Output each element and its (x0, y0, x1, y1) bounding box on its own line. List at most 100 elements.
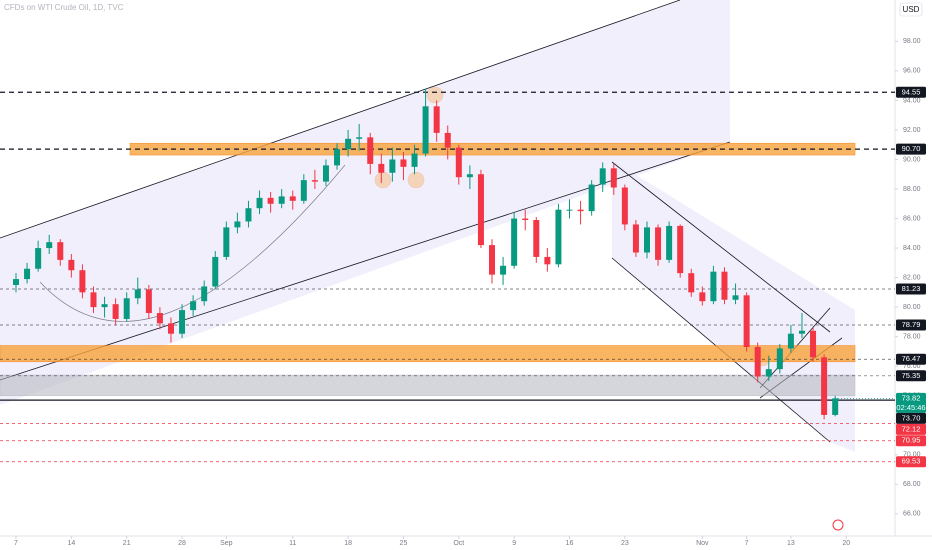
candle-body (655, 227, 662, 260)
candle-body (123, 298, 130, 319)
candle-body (57, 242, 64, 260)
candle-body (367, 137, 374, 164)
candle-body (732, 295, 739, 300)
x-tick-label: Oct (453, 540, 464, 547)
y-tick-label: 68.00 (903, 481, 921, 488)
x-tick-label: 23 (621, 540, 629, 547)
candle-body (179, 310, 186, 334)
price-badge-label: 75.35 (902, 371, 921, 380)
candle-body (533, 220, 540, 257)
candle-body (68, 259, 75, 271)
y-tick-label: 88.00 (903, 186, 921, 193)
candle-body (743, 295, 750, 347)
price-badge-label: 78.79 (902, 320, 921, 329)
x-tick-label: 18 (344, 540, 352, 547)
candle-body (334, 149, 341, 166)
candle-body (721, 271, 728, 300)
candle-body (245, 208, 252, 222)
x-tick-label: 13 (787, 540, 795, 547)
candle-body (787, 333, 794, 349)
candle-body (422, 106, 429, 154)
x-tick-label: 28 (178, 540, 186, 547)
price-badge-label: 72.12 (902, 424, 921, 433)
candle-body (599, 168, 606, 185)
candle-body (311, 180, 318, 182)
candle-body (511, 218, 518, 266)
candle-body (400, 159, 407, 167)
candle-body (776, 348, 783, 370)
candle-body (555, 209, 562, 265)
price-badge (896, 435, 926, 447)
candle-body (267, 197, 274, 204)
candle-body (489, 245, 496, 275)
candle-body (444, 132, 451, 148)
price-badge (896, 143, 926, 155)
y-tick-label: 78.00 (903, 334, 921, 341)
currency-badge[interactable] (899, 2, 923, 17)
y-tick-label: 92.00 (903, 127, 921, 134)
candle-body (710, 271, 717, 302)
candle-body (566, 209, 573, 211)
x-tick-label: 7 (745, 540, 749, 547)
candle-body (90, 292, 97, 308)
channel-fill (0, 0, 730, 405)
snapshot-icon[interactable] (832, 519, 844, 531)
candle-body (256, 197, 263, 209)
zone (0, 345, 856, 363)
candle-body (544, 256, 551, 265)
x-tick-label: Nov (696, 540, 709, 547)
candle-body (832, 398, 839, 415)
price-badge-label: 69.53 (902, 457, 921, 466)
price-badge (896, 86, 926, 98)
candle-body (278, 196, 285, 204)
price-badge-label: 73.82 (902, 393, 921, 402)
y-tick-label: 82.00 (903, 274, 921, 281)
candle-body (13, 279, 19, 285)
candle-body (522, 218, 529, 221)
price-badge (896, 370, 926, 382)
y-tick-label: 90.00 (903, 156, 921, 163)
candle-body (289, 196, 296, 201)
candle-body (46, 242, 53, 249)
y-tick-label: 80.00 (903, 304, 921, 311)
x-tick-label: 21 (123, 540, 131, 547)
x-tick-label: 20 (842, 540, 850, 547)
channel-line (0, 141, 731, 381)
channel-line (611, 161, 831, 333)
candle-body (223, 227, 230, 257)
y-tick-label: 86.00 (903, 215, 921, 222)
candle-body (643, 227, 650, 253)
candle-body (300, 180, 307, 201)
currency-label: USD (903, 5, 920, 14)
x-tick-label: 16 (566, 540, 574, 547)
x-tick-label: 7 (14, 540, 18, 547)
price-badge (896, 283, 926, 295)
candle-body (212, 256, 219, 287)
candle-body (821, 357, 828, 415)
candle-body (79, 270, 86, 293)
y-tick-label: 76.00 (903, 363, 921, 370)
highlight (426, 86, 444, 104)
candle-body (610, 168, 617, 188)
candle-body (145, 289, 152, 314)
price-badge (896, 412, 926, 424)
candle-body (322, 165, 329, 182)
x-tick-label: 9 (512, 540, 516, 547)
countdown-label: 02:45:46 (896, 403, 925, 412)
candle-body (621, 187, 628, 225)
candle-body (356, 137, 363, 139)
y-tick-label: 66.00 (903, 511, 921, 518)
y-tick-label: 98.00 (903, 38, 921, 45)
candle-body (156, 313, 163, 324)
highlight (374, 171, 392, 189)
y-tick-label: 94.00 (903, 97, 921, 104)
price-badge-label: 94.55 (902, 87, 921, 96)
candle-body (466, 174, 473, 178)
candle-body (500, 265, 507, 275)
x-tick-label: Sep (220, 540, 233, 547)
candle-body (101, 304, 108, 308)
price-badge (896, 392, 926, 413)
candle-body (632, 224, 639, 253)
price-badge-label: 81.23 (902, 284, 921, 293)
